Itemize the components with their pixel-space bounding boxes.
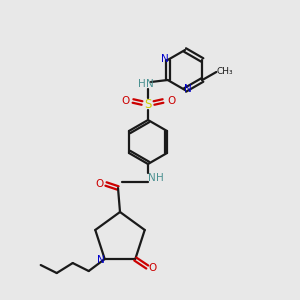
Text: CH₃: CH₃ bbox=[216, 67, 232, 76]
Text: N: N bbox=[161, 54, 169, 64]
Text: H: H bbox=[138, 79, 146, 89]
Text: N: N bbox=[184, 84, 192, 94]
Text: H: H bbox=[156, 173, 164, 183]
Text: O: O bbox=[148, 263, 156, 273]
Text: N: N bbox=[97, 255, 105, 265]
Text: O: O bbox=[95, 179, 103, 189]
Text: S: S bbox=[144, 98, 152, 110]
Text: N: N bbox=[146, 79, 154, 89]
Text: O: O bbox=[121, 96, 129, 106]
Text: O: O bbox=[167, 96, 175, 106]
Text: N: N bbox=[148, 173, 156, 183]
